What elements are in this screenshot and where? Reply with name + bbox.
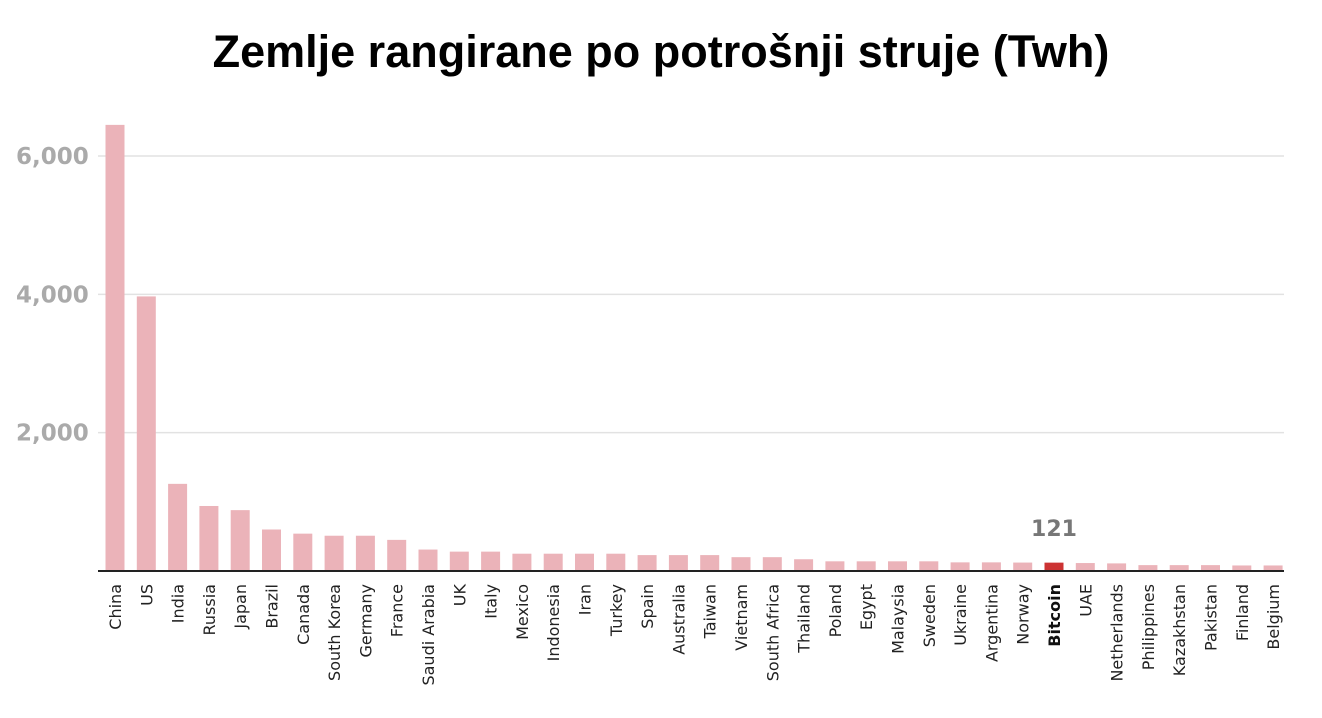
bar-france — [387, 539, 407, 571]
bar-kazakhstan — [1169, 565, 1189, 571]
bar-belgium — [1263, 565, 1283, 571]
x-tick-label: Malaysia — [889, 584, 908, 654]
bar-argentina — [981, 562, 1001, 571]
x-tick-label: South Korea — [325, 584, 344, 681]
bar-sweden — [919, 561, 939, 571]
x-tick-label: Italy — [482, 584, 501, 619]
x-axis-ticks: China US India Russia Japan Brazil Canada South… — [106, 583, 1283, 685]
bar-russia — [199, 505, 219, 571]
x-tick-label: Mexico — [513, 584, 532, 640]
x-tick-label: Bitcoin — [1045, 584, 1064, 647]
bar-us — [136, 296, 156, 571]
x-tick-label: France — [388, 584, 407, 637]
bar-bitcoin — [1044, 562, 1064, 571]
x-tick-label: Egypt — [857, 584, 876, 630]
data-label: 121 — [1031, 517, 1077, 542]
x-tick-label: Saudi Arabia — [419, 584, 438, 686]
bar-italy — [481, 551, 501, 571]
gridlines — [98, 155, 1284, 434]
x-tick-label: Iran — [576, 584, 595, 615]
bar-vietnam — [731, 557, 751, 571]
x-tick-label: Brazil — [263, 584, 282, 629]
x-tick-label: China — [106, 584, 125, 630]
x-tick-label: Philippines — [1139, 584, 1158, 670]
y-tick-label: 2,000 — [16, 421, 89, 447]
bar-canada — [293, 533, 313, 571]
x-tick-label: South Africa — [763, 584, 782, 681]
x-tick-label: Turkey — [607, 584, 626, 637]
x-tick-label: Norway — [1014, 584, 1033, 645]
bar-taiwan — [700, 555, 720, 571]
bar-thailand — [794, 559, 814, 571]
y-tick-label: 4,000 — [16, 282, 89, 308]
x-tick-label: Canada — [294, 584, 313, 645]
x-tick-label: Vietnam — [732, 584, 751, 651]
x-tick-label: Germany — [356, 584, 375, 658]
bar-south-africa — [762, 557, 782, 571]
x-tick-label: Finland — [1233, 584, 1252, 641]
x-tick-label: UK — [450, 583, 469, 606]
bar-brazil — [262, 529, 281, 571]
x-tick-label: UAE — [1076, 584, 1095, 617]
bar-norway — [1013, 562, 1033, 571]
bar-turkey — [606, 553, 626, 571]
x-tick-label: Netherlands — [1108, 584, 1127, 682]
x-tick-label: Argentina — [982, 584, 1001, 662]
y-tick-label: 6,000 — [16, 144, 89, 170]
bars — [105, 124, 1283, 571]
data-labels: 121 — [1031, 517, 1077, 542]
x-tick-label: Ukraine — [951, 584, 970, 646]
bar-poland — [825, 561, 845, 571]
bar-spain — [637, 555, 657, 571]
bar-uk — [449, 551, 469, 571]
bar-ukraine — [950, 562, 970, 571]
bar-pakistan — [1201, 565, 1220, 571]
bar-malaysia — [888, 561, 907, 571]
x-tick-label: Australia — [669, 584, 688, 655]
y-axis-ticks: 2,000 4,000 6,000 — [16, 144, 89, 447]
bar-iran — [575, 553, 594, 571]
x-tick-label: Thailand — [795, 584, 814, 654]
x-tick-label: Taiwan — [701, 584, 720, 639]
bar-finland — [1232, 565, 1252, 571]
x-tick-label: Russia — [200, 584, 219, 635]
x-tick-label: Belgium — [1264, 584, 1283, 650]
chart-title: Zemlje rangirane po potrošnji struje (Tw… — [212, 26, 1110, 77]
x-tick-label: Kazakhstan — [1170, 584, 1189, 676]
bar-uae — [1075, 563, 1095, 571]
bar-netherlands — [1107, 563, 1127, 571]
x-tick-label: Spain — [638, 584, 657, 629]
x-tick-label: Sweden — [920, 584, 939, 647]
x-tick-label: Japan — [231, 584, 250, 630]
x-tick-label: Poland — [826, 584, 845, 637]
bar-philippines — [1138, 565, 1158, 571]
bar-germany — [355, 535, 375, 571]
x-tick-label: US — [137, 584, 156, 606]
bar-mexico — [512, 553, 532, 571]
bar-australia — [668, 555, 688, 571]
x-tick-label: Indonesia — [544, 584, 563, 661]
bar-japan — [230, 510, 250, 571]
bar-china — [105, 124, 125, 571]
bar-saudi-arabia — [418, 549, 438, 571]
bar-south-korea — [324, 535, 344, 571]
bar-india — [168, 483, 188, 571]
x-tick-label: India — [169, 584, 188, 623]
x-tick-label: Pakistan — [1202, 584, 1221, 651]
bar-egypt — [856, 561, 876, 571]
bar-indonesia — [543, 553, 563, 571]
